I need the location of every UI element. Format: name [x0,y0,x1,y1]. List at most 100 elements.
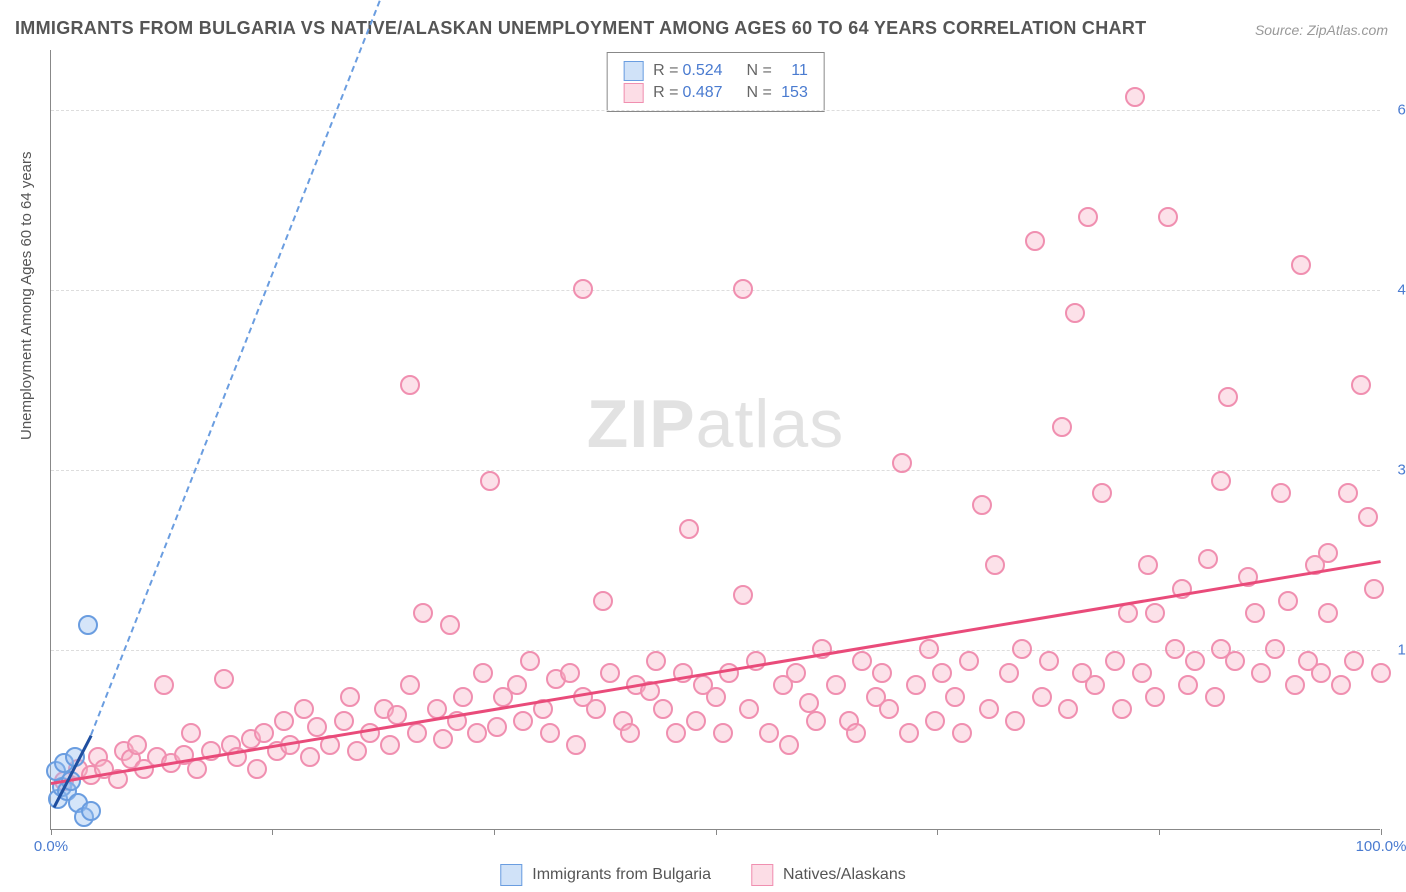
gridline [51,110,1380,111]
chart-title: IMMIGRANTS FROM BULGARIA VS NATIVE/ALASK… [15,18,1146,39]
n-value-blue: 11 [776,62,808,80]
x-tick [716,829,717,835]
n-value-pink: 153 [776,84,808,102]
data-point-pink [1285,675,1305,695]
data-point-pink [586,699,606,719]
data-point-pink [952,723,972,743]
swatch-pink [623,83,643,103]
data-point-pink [899,723,919,743]
data-point-pink [573,279,593,299]
data-point-blue [81,801,101,821]
source-attribution: Source: ZipAtlas.com [1255,22,1388,38]
data-point-pink [1039,651,1059,671]
data-point-pink [1078,207,1098,227]
legend-label-pink: Natives/Alaskans [783,866,906,884]
data-point-pink [467,723,487,743]
data-point-pink [1085,675,1105,695]
data-point-pink [294,699,314,719]
data-point-pink [407,723,427,743]
data-point-pink [1052,417,1072,437]
data-point-pink [1185,651,1205,671]
data-point-pink [380,735,400,755]
data-point-pink [759,723,779,743]
data-point-pink [1251,663,1271,683]
data-point-pink [959,651,979,671]
data-point-pink [786,663,806,683]
data-point-pink [440,615,460,635]
data-point-pink [666,723,686,743]
r-label: R = [653,62,678,80]
data-point-pink [872,663,892,683]
data-point-pink [1358,507,1378,527]
data-point-pink [413,603,433,623]
data-point-pink [985,555,1005,575]
data-point-pink [1331,675,1351,695]
data-point-pink [400,675,420,695]
legend-row-pink: R = 0.487 N = 153 [623,83,808,103]
swatch-blue [500,864,522,886]
data-point-pink [347,741,367,761]
data-point-pink [1058,699,1078,719]
data-point-pink [566,735,586,755]
data-point-pink [1291,255,1311,275]
r-value-pink: 0.487 [683,84,737,102]
legend-item-blue: Immigrants from Bulgaria [500,864,711,886]
trend-line [51,560,1381,785]
x-tick [272,829,273,835]
data-point-pink [1145,687,1165,707]
x-tick [1381,829,1382,835]
data-point-pink [653,699,673,719]
data-point-pink [999,663,1019,683]
x-tick [937,829,938,835]
data-point-pink [620,723,640,743]
data-point-pink [1338,483,1358,503]
data-point-pink [1265,639,1285,659]
data-point-pink [520,651,540,671]
x-tick-label: 0.0% [34,838,68,855]
gridline [51,290,1380,291]
data-point-pink [254,723,274,743]
data-point-pink [1344,651,1364,671]
data-point-pink [453,687,473,707]
legend-label-blue: Immigrants from Bulgaria [532,866,711,884]
n-label: N = [747,84,772,102]
data-point-pink [1245,603,1265,623]
data-point-pink [1145,603,1165,623]
data-point-pink [925,711,945,731]
data-point-pink [540,723,560,743]
data-point-pink [593,591,613,611]
data-point-pink [719,663,739,683]
legend-row-blue: R = 0.524 N = 11 [623,61,808,81]
data-point-pink [600,663,620,683]
data-point-pink [706,687,726,707]
data-point-pink [906,675,926,695]
data-point-pink [879,699,899,719]
data-point-pink [1318,543,1338,563]
data-point-pink [713,723,733,743]
data-point-pink [154,675,174,695]
data-point-pink [433,729,453,749]
data-point-pink [1092,483,1112,503]
data-point-blue [78,615,98,635]
y-tick-label: 30.0% [1397,462,1406,479]
data-point-pink [733,279,753,299]
data-point-pink [1032,687,1052,707]
data-point-pink [799,693,819,713]
data-point-pink [733,585,753,605]
data-point-pink [300,747,320,767]
data-point-pink [852,651,872,671]
gridline [51,470,1380,471]
data-point-pink [826,675,846,695]
data-point-pink [480,471,500,491]
scatter-plot-area: ZIPatlas R = 0.524 N = 11 R = 0.487 N = … [50,50,1380,830]
correlation-legend: R = 0.524 N = 11 R = 0.487 N = 153 [606,52,825,112]
data-point-pink [400,375,420,395]
data-point-pink [1311,663,1331,683]
data-point-pink [1318,603,1338,623]
data-point-pink [1364,579,1384,599]
data-point-pink [1205,687,1225,707]
swatch-blue [623,61,643,81]
legend-item-pink: Natives/Alaskans [751,864,906,886]
data-point-pink [1005,711,1025,731]
data-point-pink [307,717,327,737]
